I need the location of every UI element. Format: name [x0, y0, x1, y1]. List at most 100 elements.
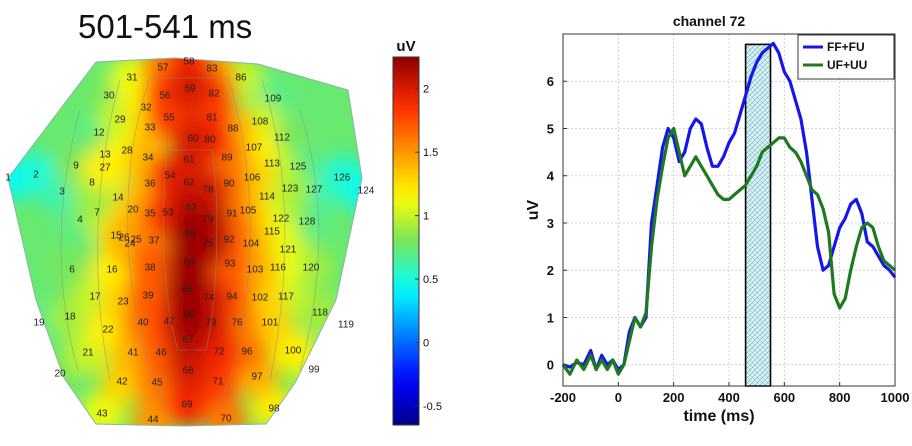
electrode-label: 115: [264, 227, 280, 238]
electrode-label: 9: [73, 161, 79, 172]
series-line-2: [561, 126, 897, 376]
electrode-label: 117: [278, 292, 294, 303]
y-tick-label: 1: [547, 310, 554, 325]
electrode-label: 90: [223, 179, 235, 190]
electrode-label: 58: [183, 57, 195, 68]
electrode-label: 24: [124, 239, 136, 250]
electrode-label: 41: [127, 348, 139, 359]
colorbar-tick: 1: [423, 211, 429, 223]
electrode-label: 1: [5, 173, 11, 184]
electrode-label: 16: [106, 265, 118, 276]
electrode-label: 40: [137, 318, 149, 329]
y-tick-label: 0: [547, 358, 554, 373]
y-tick-label: 6: [547, 74, 554, 89]
electrode-label: 75: [202, 239, 214, 250]
electrode-label: 37: [148, 236, 160, 247]
electrode-label: 44: [147, 415, 159, 426]
electrode-label: 8: [89, 178, 95, 189]
x-tick-label: 800: [829, 390, 851, 405]
electrode-label: 109: [265, 94, 282, 105]
electrode-label: 119: [338, 320, 354, 331]
electrode-label: 42: [116, 377, 128, 388]
electrode-label: 86: [235, 73, 247, 84]
electrode-label: 114: [259, 192, 275, 203]
colorbar-tick: 1.5: [423, 147, 438, 159]
legend-label: UF+UU: [827, 58, 867, 72]
electrode-label: 18: [64, 312, 76, 323]
electrode-label: 100: [285, 346, 302, 357]
electrode-label: 113: [264, 159, 280, 170]
electrode-label: 76: [231, 318, 243, 329]
electrode-label: 19: [33, 318, 45, 329]
electrode-label: 13: [99, 150, 111, 161]
electrode-label: 128: [299, 217, 316, 228]
electrode-label: 78: [202, 185, 214, 196]
electrode-label: 101: [262, 318, 279, 329]
topo-value-blob: [165, 383, 209, 426]
electrode-label: 15: [110, 231, 122, 242]
electrode-label: 53: [162, 208, 174, 219]
electrode-label: 63: [185, 203, 197, 214]
electrode-label: 125: [290, 162, 307, 173]
colorbar-tick: 0: [423, 338, 429, 350]
electrode-label: 30: [103, 91, 115, 102]
colorbar-tick: 0.5: [423, 274, 438, 286]
electrode-label: 69: [181, 400, 193, 411]
electrode-label: 70: [220, 414, 232, 425]
electrode-label: 36: [144, 179, 156, 190]
electrode-label: 73: [205, 318, 217, 329]
topo-value-blob: [204, 397, 248, 426]
y-tick-label: 4: [547, 169, 555, 184]
electrode-label: 69: [184, 229, 196, 240]
electrode-label: 80: [204, 135, 216, 146]
x-axis-label: time (ms): [683, 408, 754, 425]
electrode-label: 126: [334, 173, 351, 184]
electrode-label: 12: [93, 128, 105, 139]
electrode-label: 3: [59, 187, 65, 198]
electrode-label: 14: [112, 193, 124, 204]
electrode-label: 47: [163, 317, 175, 328]
electrode-label: 123: [282, 184, 299, 195]
electrode-label: 82: [208, 89, 220, 100]
electrode-label: 45: [151, 378, 163, 389]
electrode-label: 57: [157, 63, 169, 74]
y-tick-label: 3: [547, 216, 554, 231]
electrode-label: 74: [203, 293, 215, 304]
electrode-label: 39: [142, 291, 154, 302]
electrode-label: 28: [121, 146, 133, 157]
electrode-label: 127: [306, 185, 323, 196]
electrode-label: 20: [127, 205, 139, 216]
electrode-label: 7: [94, 208, 100, 219]
electrode-label: 60: [187, 134, 199, 145]
electrode-label: 98: [268, 404, 280, 415]
electrode-label: 102: [252, 293, 269, 304]
electrode-label: 97: [251, 372, 263, 383]
electrode-label: 35: [144, 209, 156, 220]
x-tick-label: 400: [718, 390, 740, 405]
electrode-label: 93: [224, 259, 236, 270]
electrode-label: 72: [213, 347, 225, 358]
electrode-label: 59: [184, 84, 196, 95]
electrode-label: 33: [144, 123, 156, 134]
legend: FF+FU UF+UU: [797, 34, 895, 80]
electrode-label: 27: [99, 163, 111, 174]
electrode-label: 107: [246, 143, 263, 154]
electrode-label: 96: [241, 347, 253, 358]
electrode-label: 118: [312, 308, 328, 319]
electrode-label: 108: [252, 117, 269, 128]
electrode-label: 92: [223, 235, 235, 246]
electrode-label: 54: [164, 171, 176, 182]
electrode-label: 67: [182, 335, 194, 346]
electrode-label: 106: [244, 173, 261, 184]
electrode-label: 89: [221, 153, 233, 164]
electrode-label: 17: [89, 292, 101, 303]
topo-value-blob: [166, 349, 210, 393]
electrode-label: 4: [77, 215, 83, 226]
electrode-label: 2: [33, 170, 39, 181]
y-tick-label: 5: [547, 121, 554, 136]
electrode-label: 29: [114, 115, 126, 126]
colorbar-tick: -0.5: [423, 401, 442, 413]
electrode-label: 116: [270, 263, 286, 274]
colorbar-label: uV: [396, 38, 415, 55]
